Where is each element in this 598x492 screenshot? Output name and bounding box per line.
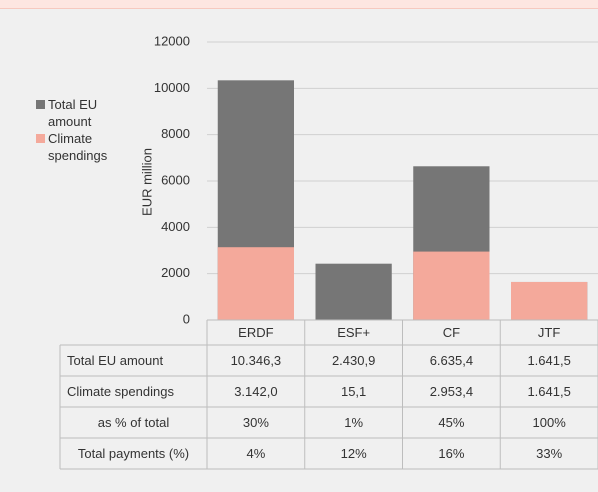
x-tick-label: ESF+ (337, 325, 370, 340)
y-tick-label: 8000 (161, 126, 190, 141)
bar (511, 281, 588, 320)
y-tick-label: 12000 (154, 33, 190, 48)
row-label: Total payments (%) (78, 446, 189, 461)
table-cell: 30% (243, 415, 269, 430)
y-axis-label: EUR million (139, 148, 154, 216)
table-cell: 16% (438, 446, 464, 461)
table-cell: 2.953,4 (430, 384, 473, 399)
table-cell: 6.635,4 (430, 353, 473, 368)
bar (413, 251, 490, 320)
table-cell: 10.346,3 (231, 353, 282, 368)
x-tick-label: ERDF (238, 325, 273, 340)
x-tick-label: CF (443, 325, 460, 340)
legend-label: Climate spendings (48, 131, 108, 163)
table-cell: 1.641,5 (527, 384, 570, 399)
legend-swatch (36, 134, 45, 143)
legend-label: Total EU amount (48, 97, 98, 129)
top-band (0, 0, 598, 9)
bar (217, 247, 294, 320)
table-cell: 1.641,5 (527, 353, 570, 368)
table-cell: 4% (246, 446, 265, 461)
row-label: Climate spendings (67, 384, 174, 399)
table-cell: 100% (533, 415, 567, 430)
legend-swatch (36, 100, 45, 109)
table-cell: 15,1 (341, 384, 366, 399)
table-cell: 3.142,0 (234, 384, 277, 399)
y-tick-label: 10000 (154, 80, 190, 95)
table-cell: 45% (438, 415, 464, 430)
table-cell: 12% (341, 446, 367, 461)
table-cell: 1% (344, 415, 363, 430)
table-cell: 33% (536, 446, 562, 461)
table-cell: 2.430,9 (332, 353, 375, 368)
y-tick-label: 2000 (161, 265, 190, 280)
y-tick-label: 4000 (161, 219, 190, 234)
x-tick-label: JTF (538, 325, 560, 340)
y-tick-label: 0 (183, 311, 190, 326)
y-tick-label: 6000 (161, 172, 190, 187)
row-label: as % of total (98, 415, 170, 430)
row-label: Total EU amount (67, 353, 163, 368)
bar (315, 263, 392, 320)
